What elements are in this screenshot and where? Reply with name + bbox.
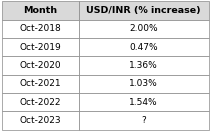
Bar [79, 1, 209, 20]
Text: Oct-2020: Oct-2020 [20, 61, 61, 70]
Text: 2.00%: 2.00% [129, 24, 158, 33]
Bar [2, 75, 79, 93]
Bar [2, 20, 79, 38]
Bar [79, 56, 209, 75]
Text: 1.54%: 1.54% [129, 98, 158, 107]
Text: Oct-2023: Oct-2023 [20, 116, 61, 125]
Text: ?: ? [141, 116, 146, 125]
Text: USD/INR (% increase): USD/INR (% increase) [87, 6, 201, 15]
Text: Oct-2018: Oct-2018 [19, 24, 61, 33]
Bar [79, 20, 209, 38]
Bar [2, 1, 79, 20]
Bar [79, 93, 209, 111]
Bar [79, 75, 209, 93]
Text: 1.36%: 1.36% [129, 61, 158, 70]
Bar [2, 56, 79, 75]
Bar [2, 38, 79, 56]
Bar [2, 93, 79, 111]
Text: Oct-2019: Oct-2019 [19, 43, 61, 52]
Text: 1.03%: 1.03% [129, 79, 158, 88]
Bar [79, 38, 209, 56]
Text: Oct-2022: Oct-2022 [20, 98, 61, 107]
Text: Month: Month [23, 6, 57, 15]
Bar [79, 111, 209, 130]
Text: 0.47%: 0.47% [129, 43, 158, 52]
Text: Oct-2021: Oct-2021 [20, 79, 61, 88]
Bar [2, 111, 79, 130]
